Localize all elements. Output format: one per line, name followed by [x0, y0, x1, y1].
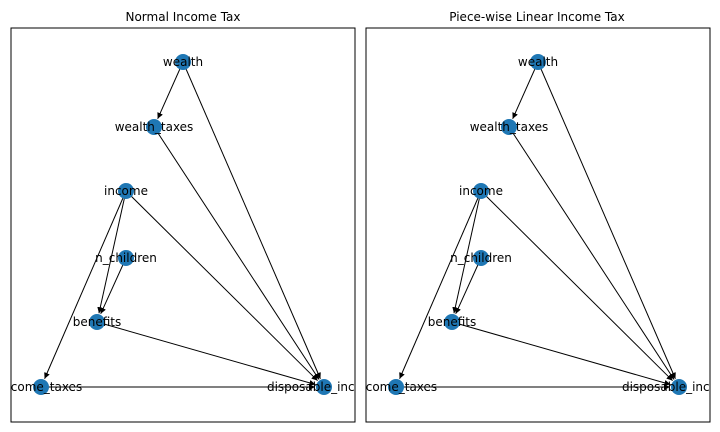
panel-1: Piece-wise Linear Income Taxwealthwealth…	[355, 10, 720, 423]
node-label-disposable_income: disposable_income	[267, 380, 381, 394]
panel-title: Piece-wise Linear Income Tax	[449, 10, 624, 24]
node-label-wealth: wealth	[163, 55, 203, 69]
node-income_taxes	[33, 379, 49, 395]
node-disposable_income	[671, 379, 687, 395]
edge-wealth_taxes-to-disposable_income	[153, 126, 320, 380]
node-income_taxes	[388, 379, 404, 395]
edge-income-to-income_taxes	[44, 190, 127, 379]
node-label-income: income	[104, 184, 148, 198]
node-label-wealth_taxes: wealth_taxes	[115, 120, 194, 134]
node-n_children	[118, 250, 134, 266]
edge-income-to-disposable_income	[480, 190, 673, 382]
edge-wealth-to-wealth_taxes	[157, 61, 184, 119]
node-label-wealth_taxes: wealth_taxes	[470, 120, 549, 134]
node-income	[118, 183, 134, 199]
edge-benefits-to-disposable_income	[451, 321, 671, 386]
node-label-income_taxes: income_taxes	[355, 380, 437, 394]
edge-income-to-benefits	[97, 190, 127, 314]
edge-income-to-income_taxes	[399, 190, 482, 379]
edge-n_children-to-benefits	[455, 257, 482, 315]
edge-wealth_taxes-to-disposable_income	[508, 126, 675, 380]
node-wealth	[530, 54, 546, 70]
node-n_children	[473, 250, 489, 266]
edge-wealth-to-disposable_income	[182, 61, 321, 379]
node-label-wealth: wealth	[518, 55, 558, 69]
node-benefits	[89, 314, 105, 330]
node-label-income: income	[459, 184, 503, 198]
edge-benefits-to-disposable_income	[96, 321, 316, 386]
node-wealth	[175, 54, 191, 70]
edge-n_children-to-benefits	[100, 257, 127, 315]
node-label-benefits: benefits	[73, 315, 122, 329]
node-label-n_children: n_children	[450, 251, 512, 265]
edge-wealth-to-disposable_income	[537, 61, 676, 379]
node-disposable_income	[316, 379, 332, 395]
node-benefits	[444, 314, 460, 330]
edge-income-to-benefits	[452, 190, 482, 314]
node-label-disposable_income: disposable_income	[622, 380, 720, 394]
node-wealth_taxes	[501, 119, 517, 135]
edge-income-to-disposable_income	[125, 190, 318, 382]
node-label-income_taxes: income_taxes	[0, 380, 82, 394]
panel-0: Normal Income Tax wealth wealth_taxesincom…	[0, 10, 381, 423]
edge-wealth-to-wealth_taxes	[512, 61, 539, 119]
node-label-n_children: n_children	[95, 251, 157, 265]
panel-title: Normal Income Tax	[125, 10, 240, 24]
node-wealth_taxes	[146, 119, 162, 135]
panel-frame	[10, 27, 356, 423]
node-income	[473, 183, 489, 199]
node-label-benefits: benefits	[428, 315, 477, 329]
panel-frame	[365, 27, 711, 423]
